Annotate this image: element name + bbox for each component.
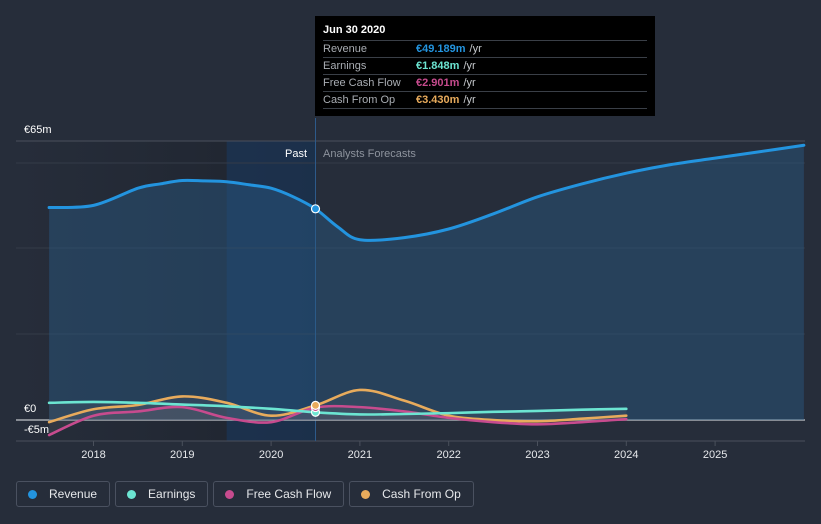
earnings-dot-icon (127, 489, 137, 499)
cash-from-op-marker (310, 400, 321, 411)
x-tick-label: 2025 (703, 449, 727, 461)
tooltip-unit: /yr (469, 43, 482, 55)
x-tick-label: 2019 (170, 449, 194, 461)
earnings-area (49, 401, 627, 420)
tooltip-row-earnings: Earnings €1.848m /yr (323, 58, 647, 75)
revenue-line (47, 143, 806, 242)
tooltip-value: €2.901m (416, 77, 460, 89)
tooltip: Jun 30 2020 Revenue €49.189m /yr Earning… (315, 16, 655, 116)
x-tick-label: 2018 (81, 449, 105, 461)
free-cash-flow-dot-icon (225, 489, 235, 499)
x-tick-label: 2020 (259, 449, 283, 461)
earnings-line (47, 400, 628, 416)
past-label: Past (285, 148, 307, 160)
legend-item-revenue[interactable]: Revenue (16, 481, 111, 507)
tooltip-label: Free Cash Flow (323, 77, 401, 89)
tooltip-value: €49.189m (416, 43, 466, 55)
x-tick-label: 2022 (436, 449, 460, 461)
y-tick-label-top: €65m (24, 124, 52, 136)
tooltip-value: €1.848m (416, 60, 460, 72)
free-cash-flow-line (47, 404, 628, 437)
tooltip-date: Jun 30 2020 (323, 22, 647, 41)
tooltip-unit: /yr (463, 60, 476, 72)
revenue-dot-icon (28, 489, 37, 499)
tooltip-unit: /yr (463, 77, 476, 89)
legend-label: Cash From Op (382, 487, 461, 501)
x-tick-label: 2021 (348, 449, 372, 461)
tooltip-label: Revenue (323, 43, 368, 55)
revenue-marker (310, 204, 321, 214)
legend-label: Free Cash Flow (246, 487, 332, 501)
x-tick-label: 2023 (525, 449, 549, 461)
y-tick-label-bottom: -€5m (24, 424, 49, 436)
legend-label: Earnings (148, 487, 196, 501)
legend-item-cash-from-op[interactable]: Cash From Op (349, 481, 474, 507)
tooltip-row-free-cash-flow: Free Cash Flow €2.901m /yr (323, 75, 647, 92)
tooltip-label: Cash From Op (323, 94, 396, 106)
tooltip-value: €3.430m (416, 94, 460, 106)
tooltip-row-cash-from-op: Cash From Op €3.430m /yr (323, 92, 647, 109)
tooltip-row-revenue: Revenue €49.189m /yr (323, 41, 647, 58)
chart: €65m €0 -€5m Past Analysts Forecasts 201… (16, 118, 806, 461)
forecast-label: Analysts Forecasts (323, 148, 416, 160)
legend-item-earnings[interactable]: Earnings (115, 481, 209, 507)
legend-item-free-cash-flow[interactable]: Free Cash Flow (213, 481, 345, 507)
legend-label: Revenue (49, 487, 98, 501)
cash-from-op-dot-icon (361, 489, 371, 499)
legend: Revenue Earnings Free Cash Flow Cash Fro… (16, 481, 474, 507)
free-cash-flow-area (49, 406, 627, 436)
y-tick-label-zero: €0 (24, 403, 36, 415)
x-tick-label: 2024 (614, 449, 638, 461)
revenue-area (49, 145, 804, 421)
highlight-band (226, 141, 316, 441)
tooltip-unit: /yr (463, 94, 476, 106)
tooltip-label: Earnings (323, 60, 367, 72)
cash-from-op-line (47, 388, 628, 424)
